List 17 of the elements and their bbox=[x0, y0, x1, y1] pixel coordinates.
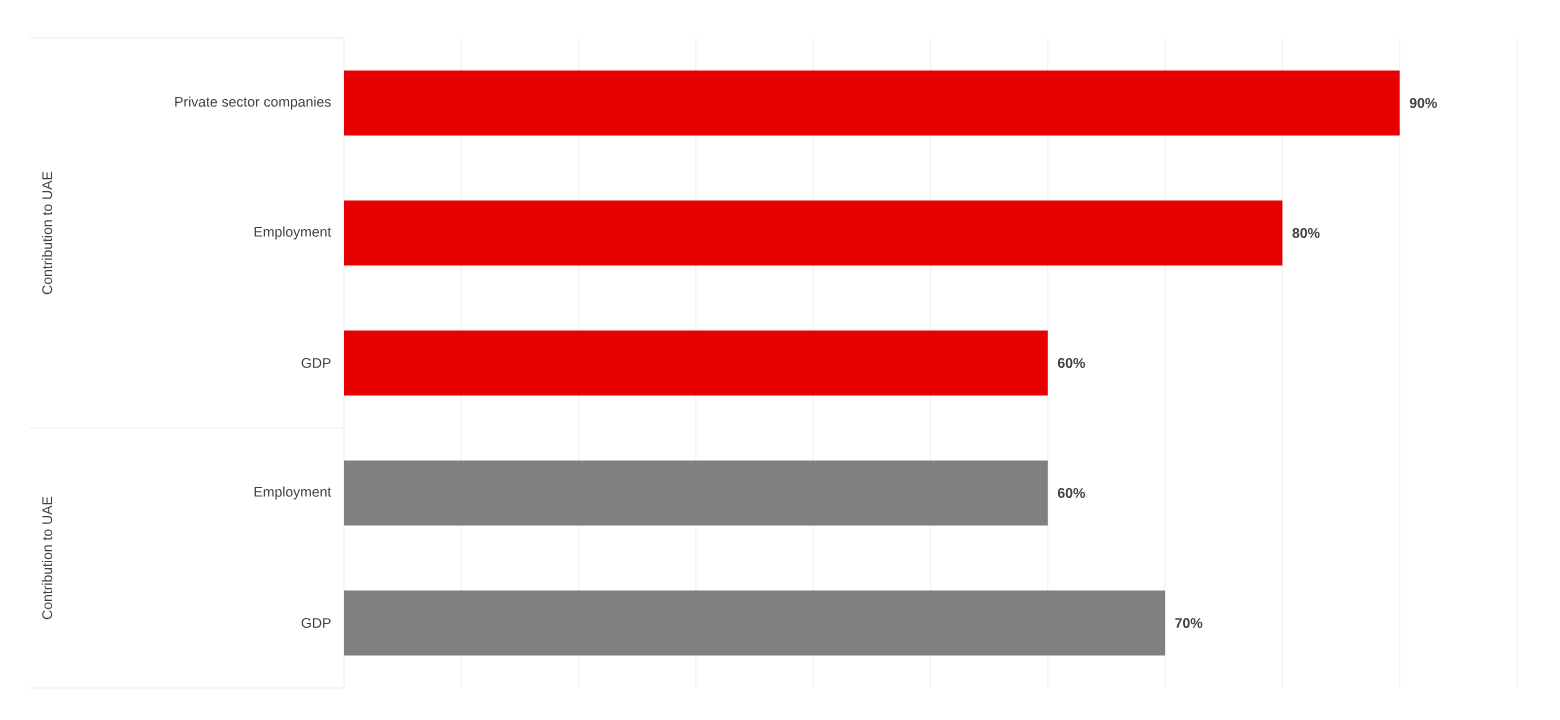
text: Contribution to UAE bbox=[41, 496, 53, 620]
y-tick-label: Employment bbox=[254, 226, 332, 240]
bar bbox=[344, 200, 1283, 266]
bar bbox=[344, 590, 1166, 656]
bar bbox=[344, 460, 1048, 526]
text: Contribution to UAE bbox=[41, 171, 53, 295]
data-label: 70% bbox=[1175, 618, 1203, 628]
y-tick-label: Employment bbox=[254, 486, 332, 500]
data-label: 80% bbox=[1292, 228, 1320, 238]
bar bbox=[344, 70, 1400, 136]
y-tick-label: Private sector companies bbox=[175, 96, 331, 110]
data-label: 90% bbox=[1409, 98, 1437, 108]
y-tick-label: GDP bbox=[301, 358, 331, 368]
bar bbox=[344, 330, 1048, 396]
y-tick-label: GDP bbox=[301, 618, 331, 628]
data-label: 60% bbox=[1057, 358, 1086, 368]
data-label: 60% bbox=[1057, 488, 1086, 498]
